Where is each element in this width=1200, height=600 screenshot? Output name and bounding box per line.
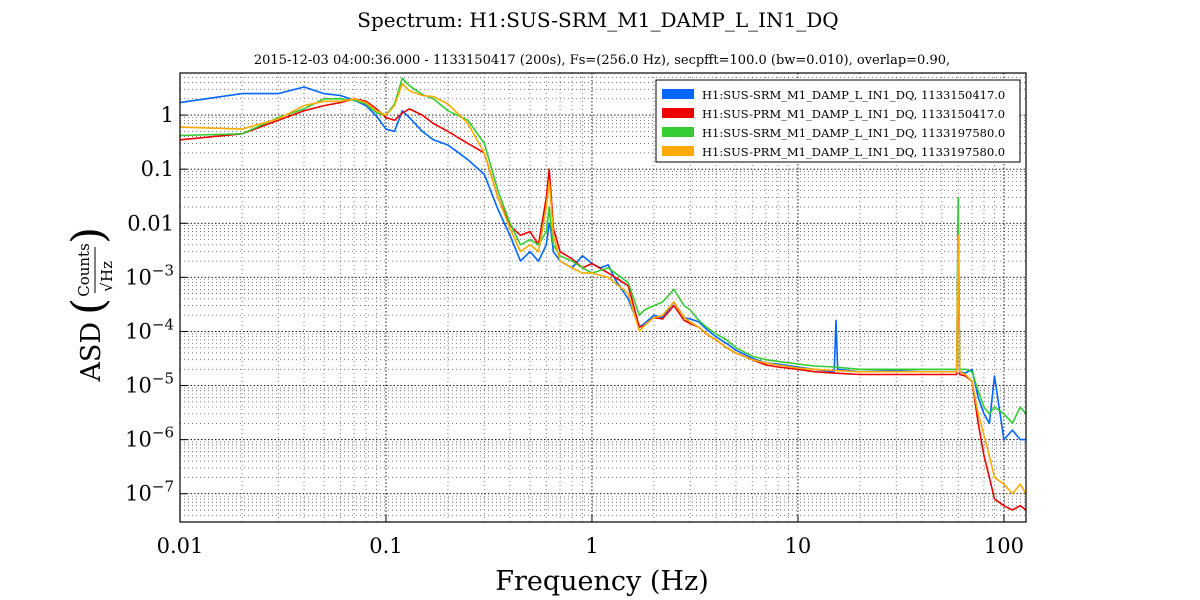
- y-axis-unit-denominator: Hz: [98, 261, 116, 282]
- y-tick-label: 10−4: [125, 315, 174, 343]
- legend-swatch-1: [662, 89, 694, 99]
- plot-frame: [179, 72, 1027, 523]
- legend-swatch-2: [662, 108, 694, 118]
- y-tick-label: 0.01: [127, 211, 174, 235]
- y-axis-label-text: ASD: [76, 322, 107, 383]
- legend: H1:SUS-SRM_M1_DAMP_L_IN1_DQ, 1133150417.…: [655, 79, 1021, 163]
- legend-label-1: H1:SUS-SRM_M1_DAMP_L_IN1_DQ, 1133150417.…: [702, 88, 1005, 102]
- chart-title: Spectrum: H1:SUS-SRM_M1_DAMP_L_IN1_DQ: [357, 8, 838, 32]
- y-tick-label: 10−5: [125, 370, 174, 398]
- legend-swatch-4: [662, 146, 694, 156]
- y-tick-label: 10−3: [125, 261, 174, 289]
- x-axis-label: Frequency (Hz): [495, 566, 708, 597]
- plot-area: [179, 77, 1027, 511]
- y-axis-label: ASD ( Counts √ Hz ): [63, 227, 116, 383]
- x-tick-label: 0.1: [369, 534, 402, 558]
- y-tick-label: 1: [161, 103, 174, 127]
- y-axis-unit-numerator: Counts: [75, 243, 93, 297]
- y-axis-paren-left: (: [63, 298, 114, 315]
- x-tick-label: 100: [984, 534, 1024, 558]
- legend-box: [655, 79, 1021, 163]
- legend-label-4: H1:SUS-PRM_M1_DAMP_L_IN1_DQ, 1133197580.…: [702, 145, 1005, 159]
- x-tick-label: 1: [585, 534, 598, 558]
- y-axis-sqrt-sign: √: [98, 282, 116, 292]
- y-tick-label: 10−7: [125, 478, 174, 506]
- chart-subtitle: 2015-12-03 04:00:36.000 - 1133150417 (20…: [254, 53, 950, 68]
- x-tick-label: 0.01: [157, 534, 204, 558]
- y-tick-label: 0.1: [141, 157, 174, 181]
- grid-lines: [179, 72, 1026, 523]
- legend-label-3: H1:SUS-SRM_M1_DAMP_L_IN1_DQ, 1133197580.…: [702, 126, 1005, 140]
- y-axis-paren-right: ): [63, 227, 114, 244]
- y-tick-label: 10−6: [125, 424, 174, 452]
- x-tick-label: 10: [785, 534, 812, 558]
- axis-ticks: 0.01 0.1 1 10 100 1 0.1 0.01 10−3 10−4 10−5 10−6 10−…: [125, 103, 1024, 558]
- legend-label-2: H1:SUS-PRM_M1_DAMP_L_IN1_DQ, 1133150417.…: [702, 107, 1005, 121]
- series-line-4: [179, 82, 1027, 495]
- legend-swatch-3: [662, 127, 694, 137]
